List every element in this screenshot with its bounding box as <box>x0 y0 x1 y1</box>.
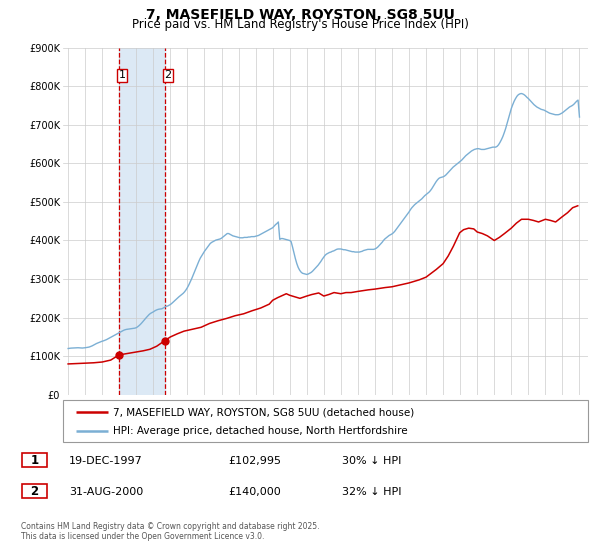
Text: 32% ↓ HPI: 32% ↓ HPI <box>342 487 401 497</box>
Text: 19-DEC-1997: 19-DEC-1997 <box>69 456 143 466</box>
Text: 7, MASEFIELD WAY, ROYSTON, SG8 5UU: 7, MASEFIELD WAY, ROYSTON, SG8 5UU <box>146 8 454 22</box>
Text: £102,995: £102,995 <box>228 456 281 466</box>
Bar <box>119 48 164 395</box>
Text: 1: 1 <box>119 71 126 81</box>
Text: £140,000: £140,000 <box>228 487 281 497</box>
Text: Contains HM Land Registry data © Crown copyright and database right 2025.
This d: Contains HM Land Registry data © Crown c… <box>21 522 320 542</box>
Text: 2: 2 <box>164 71 172 81</box>
Text: 1: 1 <box>31 454 38 467</box>
Text: HPI: Average price, detached house, North Hertfordshire: HPI: Average price, detached house, Nort… <box>113 426 407 436</box>
Text: 7, MASEFIELD WAY, ROYSTON, SG8 5UU (detached house): 7, MASEFIELD WAY, ROYSTON, SG8 5UU (deta… <box>113 407 414 417</box>
Text: 31-AUG-2000: 31-AUG-2000 <box>69 487 143 497</box>
Text: 2: 2 <box>31 484 38 498</box>
Text: Price paid vs. HM Land Registry's House Price Index (HPI): Price paid vs. HM Land Registry's House … <box>131 18 469 31</box>
Text: 30% ↓ HPI: 30% ↓ HPI <box>342 456 401 466</box>
